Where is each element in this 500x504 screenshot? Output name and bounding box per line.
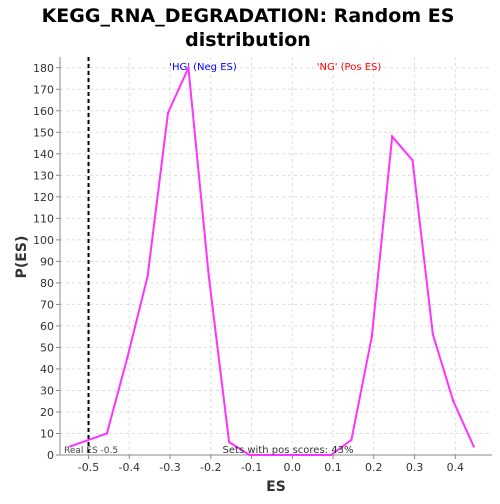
y-tick-label: 150 [33, 126, 54, 139]
data-point [329, 453, 333, 457]
data-point [472, 445, 475, 448]
x-tick-label: -0.2 [200, 461, 221, 474]
y-tick-label: 180 [33, 62, 54, 75]
pos-es-label: 'NG' (Pos ES) [317, 62, 382, 73]
y-tick-label: 70 [40, 298, 54, 311]
data-point [207, 275, 210, 278]
y-tick-label: 90 [40, 255, 54, 268]
data-point [411, 159, 414, 162]
y-tick-label: 60 [40, 320, 54, 333]
data-point [390, 135, 394, 138]
y-tick-label: 30 [40, 384, 54, 397]
data-point [105, 432, 109, 435]
x-tick-label: -0.5 [78, 461, 99, 474]
x-tick-label: 0.0 [284, 461, 302, 474]
y-tick-label: 20 [40, 406, 54, 419]
y-tick-label: 140 [33, 148, 54, 161]
real-es-label: Real ES -0.5 [64, 446, 118, 456]
y-tick-label: 100 [33, 234, 54, 247]
x-tick-label: 0.4 [447, 461, 465, 474]
y-tick-label: 80 [40, 277, 54, 290]
distribution-line [69, 63, 475, 456]
y-tick-label: 110 [33, 212, 54, 225]
x-tick-label: 0.1 [324, 461, 342, 474]
x-axis-label: ES [266, 479, 286, 495]
data-point [452, 400, 455, 403]
neg-es-label: 'HG' (Neg ES) [169, 62, 237, 73]
chart-title-line1: KEGG_RNA_DEGRADATION: Random ES [42, 5, 455, 27]
y-tick-label: 130 [33, 169, 54, 182]
pos-scores-label: Sets with pos scores: 43% [223, 445, 354, 456]
data-point [268, 453, 272, 457]
data-point [248, 453, 251, 457]
y-tick-label: 160 [33, 105, 54, 118]
data-point [350, 438, 353, 442]
data-point [68, 445, 72, 448]
data-point [126, 356, 129, 360]
plot-background [60, 57, 492, 455]
x-tick-label: -0.4 [119, 461, 140, 474]
data-point [187, 66, 190, 69]
chart-title-line2: distribution [185, 29, 311, 51]
y-tick-label: 40 [40, 363, 54, 376]
data-point [289, 453, 292, 457]
y-tick-label: 120 [33, 191, 54, 204]
x-tick-label: 0.2 [365, 461, 383, 474]
data-point [309, 453, 312, 457]
y-axis-label: P(ES) [14, 236, 30, 279]
data-point [370, 335, 373, 338]
x-tick-label: 0.3 [406, 461, 424, 474]
data-point [227, 440, 231, 444]
y-tick-label: 0 [47, 449, 54, 462]
x-tick-label: -0.1 [241, 461, 262, 474]
data-point [431, 333, 435, 336]
plot-area: 0 10 20 30 40 50 60 70 80 90 100 110 120 130 140 150 160… [33, 57, 492, 474]
x-tick-label: -0.3 [159, 461, 180, 474]
y-tick-label: 170 [33, 83, 54, 96]
data-point [146, 275, 149, 278]
y-tick-label: 50 [40, 341, 54, 354]
y-tick-label: 10 [40, 427, 54, 440]
data-point [166, 111, 170, 115]
